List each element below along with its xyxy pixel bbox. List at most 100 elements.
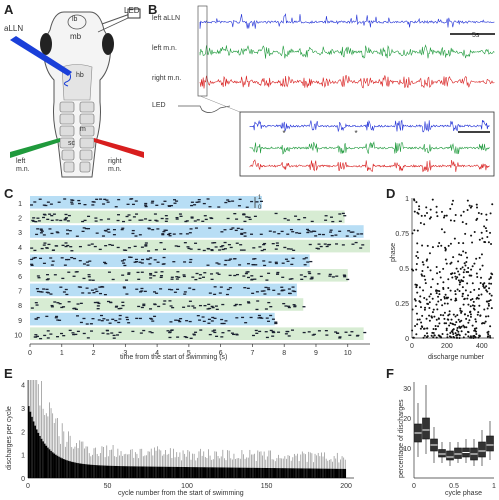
spike-mark: [203, 304, 207, 307]
lb-region: [67, 14, 87, 30]
spike-mark: [160, 275, 164, 277]
scatter-point: [415, 254, 418, 257]
spike-mark: [264, 308, 268, 310]
bar-mark: [282, 468, 285, 478]
spike-mark: [154, 219, 158, 221]
bar-mark: [191, 467, 194, 478]
scatter-point: [483, 286, 486, 289]
scatter-point: [464, 264, 467, 267]
raster-x-tick-label: 2: [92, 350, 96, 357]
spike-mark: [53, 274, 57, 276]
bar-mark: [274, 468, 277, 478]
spike-mark: [262, 248, 266, 251]
spike-mark: [331, 220, 335, 223]
bar-mark: [132, 466, 135, 478]
spike-mark: [144, 204, 148, 206]
scatter-point: [418, 300, 421, 303]
spike-mark: [271, 331, 275, 334]
bar-mark: [187, 467, 189, 478]
spike-mark: [307, 230, 311, 232]
scatter-point: [490, 282, 493, 285]
scatter-point: [453, 272, 456, 275]
scatter-point: [477, 311, 480, 314]
scatter-point: [452, 335, 455, 338]
spike-mark: [190, 204, 194, 207]
bar-mark: [339, 468, 342, 478]
scatter-point: [460, 214, 463, 217]
scatter-point: [487, 335, 490, 338]
spike-mark: [350, 331, 354, 333]
scatter-point: [412, 336, 415, 339]
scatter-point: [420, 306, 423, 309]
scatter-point: [454, 297, 457, 300]
spike-mark: [306, 261, 310, 263]
spike-mark: [117, 214, 121, 216]
spike-mark: [356, 233, 360, 235]
spike-mark: [280, 290, 284, 292]
spike-mark: [286, 260, 290, 262]
spike-mark: [308, 272, 312, 275]
spike-mark: [190, 217, 194, 219]
spike-mark: [117, 198, 121, 201]
spike-mark: [36, 290, 40, 293]
spike-mark: [224, 259, 228, 262]
scatter-point: [413, 229, 416, 232]
scatter-y-tick-label: 0.5: [399, 266, 409, 273]
spike-mark: [43, 242, 47, 244]
spike-mark: [274, 261, 278, 263]
spike-mark: [70, 256, 74, 259]
scatter-point: [424, 306, 427, 309]
spike-mark: [284, 305, 288, 307]
spike-mark: [189, 337, 193, 339]
bar-mark: [172, 466, 175, 478]
scatter-point: [449, 207, 452, 210]
spike-mark: [244, 272, 248, 275]
scatter-point: [445, 214, 448, 217]
spike-mark: [317, 248, 321, 250]
bar-mark: [67, 460, 70, 478]
scatter-point: [489, 212, 492, 215]
spike-mark: [163, 248, 167, 250]
spike-mark: [44, 204, 48, 207]
bar-mark: [128, 466, 130, 478]
spike-mark: [45, 288, 49, 291]
spike-mark: [335, 243, 339, 245]
scatter-point: [467, 270, 470, 273]
spike-mark: [50, 219, 54, 222]
spike-mark: [174, 245, 178, 247]
scatter-point: [411, 308, 414, 311]
bar-mark: [322, 468, 324, 478]
bar-mark: [326, 468, 329, 478]
spike-mark: [99, 219, 103, 221]
spike-mark: [138, 219, 142, 221]
spike-mark: [138, 317, 142, 320]
spike-mark: [87, 244, 91, 246]
bar-mark: [147, 466, 149, 478]
spike-mark: [66, 244, 70, 247]
spike-mark: [168, 331, 172, 333]
spike-mark: [106, 201, 110, 203]
bar-mark: [102, 465, 105, 478]
spike-mark: [94, 288, 98, 290]
spike-mark: [281, 262, 285, 264]
bar-mark: [309, 468, 312, 478]
bar-mark: [93, 464, 95, 478]
spike-mark: [223, 264, 227, 266]
scatter-point: [430, 286, 433, 289]
scatter-point: [461, 295, 464, 298]
bar-mark: [317, 468, 320, 478]
spike-mark: [48, 228, 52, 230]
bar-mark: [301, 468, 304, 478]
spike-mark: [93, 301, 97, 304]
raster-row-1-bar: [30, 196, 262, 209]
spike-mark: [229, 246, 233, 249]
scatter-point: [477, 294, 480, 297]
scatter-point: [477, 212, 480, 215]
bar-mark: [123, 466, 126, 478]
scatter-point: [483, 322, 486, 325]
spike-mark: [94, 217, 98, 219]
scatter-point: [429, 208, 432, 211]
spike-mark: [275, 242, 279, 244]
spike-mark: [173, 202, 177, 204]
scatter-point: [423, 223, 426, 226]
